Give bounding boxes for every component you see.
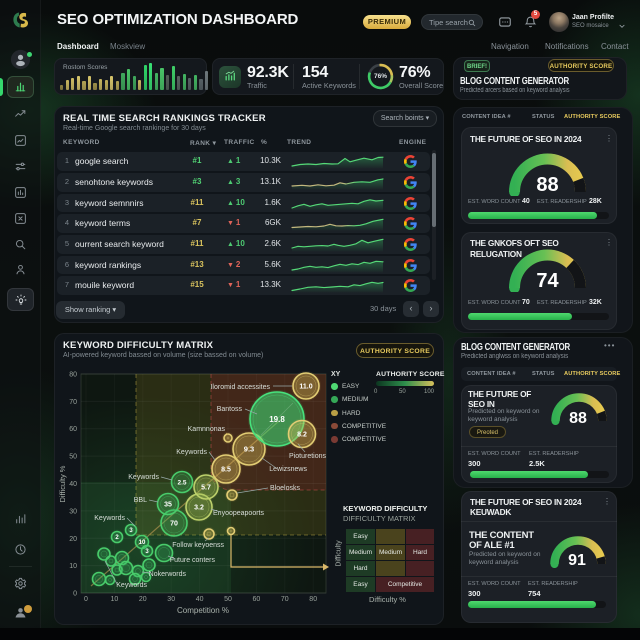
- svg-text:30: 30: [167, 596, 175, 603]
- svg-text:BBL: BBL: [134, 497, 147, 504]
- svg-text:2.5: 2.5: [177, 479, 186, 486]
- svg-text:20: 20: [69, 536, 77, 543]
- svg-text:80: 80: [309, 596, 317, 603]
- svg-text:Keywords: Keywords: [176, 449, 207, 456]
- svg-text:Keywords: Keywords: [116, 582, 147, 589]
- svg-text:Competition %: Competition %: [177, 606, 229, 615]
- svg-text:Difficulty %: Difficulty %: [58, 465, 67, 502]
- svg-text:Iloromid accessites: Iloromid accessites: [210, 384, 270, 391]
- svg-text:Nokerwords: Nokerwords: [149, 571, 187, 578]
- svg-text:70: 70: [69, 399, 77, 406]
- svg-text:3.2: 3.2: [194, 505, 204, 512]
- svg-text:Lewizsnews: Lewizsnews: [269, 466, 307, 473]
- svg-text:8.5: 8.5: [221, 467, 231, 474]
- svg-text:9.3: 9.3: [244, 445, 254, 454]
- svg-text:20: 20: [139, 596, 147, 603]
- svg-text:3: 3: [145, 549, 149, 555]
- svg-text:40: 40: [196, 596, 204, 603]
- svg-text:80: 80: [69, 372, 77, 379]
- svg-text:2: 2: [115, 535, 119, 541]
- svg-text:11.0: 11.0: [299, 384, 312, 391]
- svg-text:10: 10: [111, 596, 119, 603]
- svg-text:0: 0: [73, 591, 77, 598]
- svg-text:Keywords: Keywords: [128, 474, 159, 481]
- svg-text:50: 50: [69, 454, 77, 461]
- svg-text:Bantoss: Bantoss: [217, 406, 243, 413]
- svg-text:60: 60: [253, 596, 261, 603]
- svg-text:Keywords: Keywords: [94, 515, 125, 522]
- svg-text:Bloelosks: Bloelosks: [270, 485, 300, 492]
- svg-text:19.8: 19.8: [269, 415, 285, 424]
- svg-text:30: 30: [69, 508, 77, 515]
- svg-text:70: 70: [281, 596, 289, 603]
- svg-text:Future conters: Future conters: [170, 557, 216, 564]
- svg-text:10: 10: [69, 563, 77, 570]
- svg-text:35: 35: [164, 502, 172, 509]
- svg-text:70: 70: [170, 521, 178, 528]
- svg-text:8.2: 8.2: [297, 432, 307, 439]
- svg-text:Kamnnonas: Kamnnonas: [188, 426, 226, 433]
- svg-text:Follow keyoenss: Follow keyoenss: [172, 542, 224, 549]
- svg-text:10: 10: [139, 540, 146, 546]
- svg-text:60: 60: [69, 426, 77, 433]
- svg-text:Enyoopeapoorts: Enyoopeapoorts: [213, 510, 264, 517]
- svg-text:3: 3: [129, 528, 133, 534]
- svg-text:0: 0: [84, 596, 88, 603]
- svg-text:40: 40: [69, 481, 77, 488]
- svg-text:50: 50: [224, 596, 232, 603]
- svg-text:Pioturetions: Pioturetions: [289, 453, 326, 460]
- svg-text:5.7: 5.7: [201, 485, 211, 492]
